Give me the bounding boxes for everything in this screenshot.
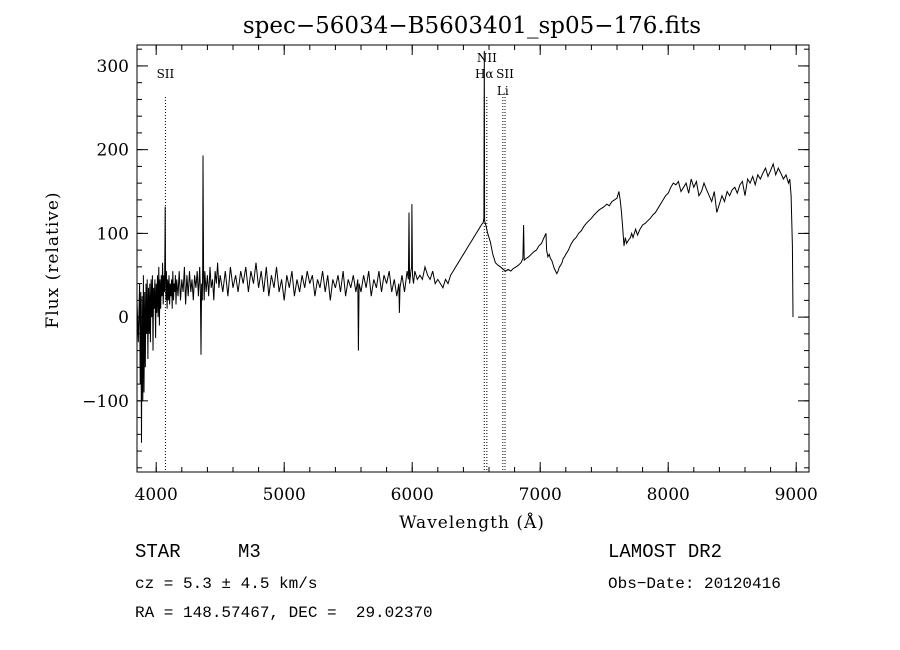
x-tick-label: 7000 [519, 485, 562, 505]
x-tick-label: 8000 [647, 485, 690, 505]
line-marker-label: SII [157, 67, 175, 81]
x-tick-label: 9000 [775, 485, 818, 505]
x-tick-label: 6000 [391, 485, 434, 505]
x-tick-label: 4000 [135, 485, 178, 505]
redshift-value: cz = 5.3 ± 4.5 km/s [135, 575, 318, 593]
observation-date: Obs−Date: 20120416 [608, 575, 781, 593]
survey-name: LAMOST DR2 [608, 541, 723, 563]
x-tick-label: 5000 [263, 485, 306, 505]
x-axis-label: Wavelength (Å) [399, 512, 545, 533]
object-class: STAR [135, 541, 181, 563]
y-tick-label: 200 [97, 141, 129, 161]
chart-title: spec−56034−B5603401_sp05−176.fits [243, 13, 701, 39]
coordinates: RA = 148.57467, DEC = 29.02370 [135, 604, 433, 622]
y-tick-label: 100 [97, 224, 129, 244]
line-marker-label: Hα [475, 67, 494, 81]
spectrum-line [136, 50, 794, 443]
object-subclass: M3 [238, 541, 261, 563]
y-tick-label: 0 [118, 308, 129, 328]
y-axis-label: Flux (relative) [43, 191, 63, 328]
y-tick-label: 300 [97, 57, 129, 77]
line-marker-label: NII [477, 51, 497, 65]
plot-frame [136, 44, 810, 473]
line-marker-label: SII [496, 67, 514, 81]
line-marker-label: Li [497, 84, 509, 98]
y-tick-label: −100 [82, 392, 129, 412]
